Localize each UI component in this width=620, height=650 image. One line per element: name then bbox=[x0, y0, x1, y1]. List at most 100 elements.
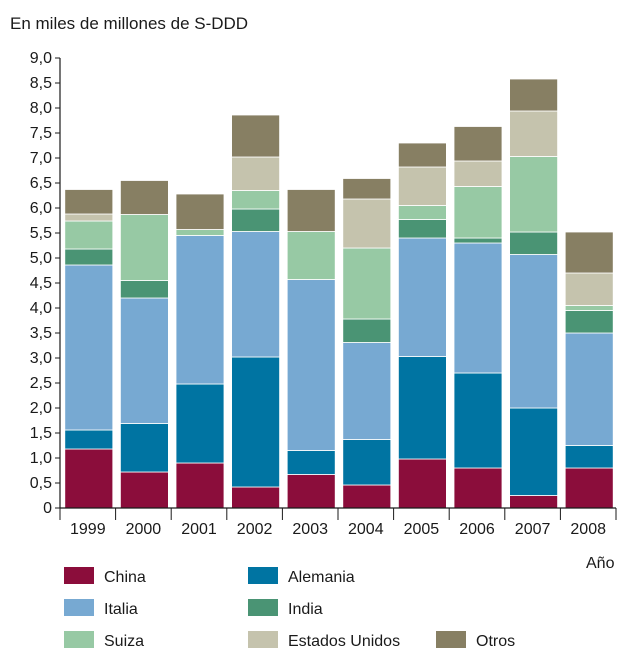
bar-segment-2007-3 bbox=[509, 231, 559, 255]
bar-segment-1999-6 bbox=[64, 189, 114, 215]
bar-segment-2007-0 bbox=[509, 495, 559, 509]
bar-segment-2006-2 bbox=[453, 242, 503, 374]
x-tick-label: 2003 bbox=[292, 521, 328, 538]
bar-segment-2002-2 bbox=[231, 231, 281, 358]
y-tick-label: 5,0 bbox=[30, 250, 52, 267]
y-tick-label: 3,0 bbox=[30, 350, 52, 367]
bar-segment-2000-6 bbox=[120, 180, 169, 215]
x-tick-label: 2007 bbox=[515, 521, 551, 538]
bar-segment-2008-5 bbox=[564, 272, 614, 306]
bar-segment-2006-1 bbox=[453, 372, 503, 469]
bar-segment-2001-2 bbox=[175, 235, 225, 385]
legend-swatch-1 bbox=[248, 567, 278, 584]
bar-segment-2004-2 bbox=[342, 342, 392, 440]
bar-segment-2006-5 bbox=[453, 160, 503, 187]
y-tick-label: 4,0 bbox=[30, 300, 52, 317]
bar-segment-2008-2 bbox=[564, 332, 614, 446]
legend-label-2: Italia bbox=[104, 601, 138, 618]
legend-label-0: China bbox=[104, 569, 146, 586]
bar-segment-2006-6 bbox=[453, 126, 503, 162]
bar-segment-2006-4 bbox=[453, 186, 503, 239]
y-tick-label: 8,5 bbox=[30, 75, 52, 92]
bar-segment-2008-4 bbox=[564, 305, 614, 311]
bar-segment-2008-1 bbox=[564, 445, 614, 469]
bar-segment-2006-0 bbox=[453, 467, 503, 509]
legend-swatch-2 bbox=[64, 599, 94, 616]
y-tick-label: 7,0 bbox=[30, 150, 52, 167]
bar-segment-2003-0 bbox=[286, 474, 336, 509]
y-tick-label: 7,5 bbox=[30, 125, 52, 142]
y-tick-label: 0,5 bbox=[30, 475, 52, 492]
y-axis-label: En miles de millones de S-DDD bbox=[10, 14, 248, 33]
bar-segment-2007-1 bbox=[509, 407, 559, 496]
bar-segment-2004-6 bbox=[342, 178, 392, 200]
legend-swatch-0 bbox=[64, 567, 94, 584]
bar-segment-2003-4 bbox=[286, 231, 336, 280]
legend-label-6: Otros bbox=[476, 633, 515, 650]
y-tick-label: 2,0 bbox=[30, 400, 52, 417]
bar-segment-2004-0 bbox=[342, 484, 392, 509]
bar-segment-2003-6 bbox=[286, 189, 336, 232]
bar-segment-2007-5 bbox=[509, 110, 559, 157]
legend-label-3: India bbox=[288, 601, 323, 618]
bars-group bbox=[64, 78, 614, 509]
y-tick-label: 4,5 bbox=[30, 275, 52, 292]
bar-segment-2000-3 bbox=[120, 280, 169, 299]
x-axis-label: Año bbox=[586, 555, 615, 572]
x-tick-label: 2008 bbox=[570, 521, 606, 538]
y-tick-label: 1,0 bbox=[30, 450, 52, 467]
legend: China Alemania Italia India Suiza Estados Uni… bbox=[64, 567, 515, 650]
x-tick-label: 2006 bbox=[459, 521, 495, 538]
bar-segment-2000-0 bbox=[120, 471, 169, 509]
legend-label-4: Suiza bbox=[104, 633, 144, 650]
bar-segment-2003-2 bbox=[286, 279, 336, 451]
x-tick-label: 2004 bbox=[348, 521, 384, 538]
bar-segment-2002-3 bbox=[231, 208, 281, 232]
bar-segment-1999-2 bbox=[64, 264, 114, 431]
bar-segment-2007-6 bbox=[509, 78, 559, 112]
y-tick-label: 2,5 bbox=[30, 375, 52, 392]
legend-label-5: Estados Unidos bbox=[288, 633, 400, 650]
bar-segment-2000-4 bbox=[120, 214, 169, 281]
bar-segment-2004-5 bbox=[342, 198, 392, 249]
x-tick-label: 2005 bbox=[404, 521, 440, 538]
bar-segment-2002-1 bbox=[231, 356, 281, 488]
x-tick-label: 1999 bbox=[70, 521, 106, 538]
bar-segment-2007-4 bbox=[509, 156, 559, 233]
bar-segment-2003-1 bbox=[286, 450, 336, 475]
bar-segment-2008-6 bbox=[564, 231, 614, 274]
bar-segment-2007-2 bbox=[509, 254, 559, 409]
bar-segment-2001-6 bbox=[175, 193, 225, 230]
legend-label-1: Alemania bbox=[288, 569, 355, 586]
y-tick-label: 8,0 bbox=[30, 100, 52, 117]
y-tick-label: 9,0 bbox=[30, 50, 52, 67]
y-tick-label: 3,5 bbox=[30, 325, 52, 342]
bar-segment-2002-0 bbox=[231, 486, 281, 509]
bar-segment-2006-3 bbox=[453, 237, 503, 244]
bar-segment-2004-1 bbox=[342, 439, 392, 486]
bar-segment-2000-1 bbox=[120, 423, 169, 473]
bar-segment-2002-4 bbox=[231, 190, 281, 210]
y-tick-label: 6,0 bbox=[30, 200, 52, 217]
y-tick-label: 1,5 bbox=[30, 425, 52, 442]
bar-segment-2005-6 bbox=[397, 142, 447, 168]
axes-group: 0 0,5 1,0 1,5 2,0 2,5 3,0 3,5 4,0 4,5 5,0 5,5 6,0 6,5… bbox=[30, 50, 617, 538]
bar-segment-2008-0 bbox=[564, 467, 614, 509]
bar-segment-2004-3 bbox=[342, 318, 392, 343]
y-tick-label: 5,5 bbox=[30, 225, 52, 242]
y-tick-label: 6,5 bbox=[30, 175, 52, 192]
bar-segment-2005-0 bbox=[397, 458, 447, 509]
x-tick-label: 2001 bbox=[181, 521, 217, 538]
y-tick-label: 0 bbox=[43, 500, 52, 517]
legend-swatch-3 bbox=[248, 599, 278, 616]
bar-segment-2002-5 bbox=[231, 156, 281, 191]
legend-swatch-6 bbox=[436, 631, 466, 648]
bar-segment-1999-0 bbox=[64, 448, 114, 509]
bar-segment-2005-4 bbox=[397, 205, 447, 220]
bar-segment-2005-5 bbox=[397, 166, 447, 206]
legend-swatch-5 bbox=[248, 631, 278, 648]
bar-segment-2005-3 bbox=[397, 219, 447, 239]
bar-segment-1999-5 bbox=[64, 213, 114, 222]
bar-segment-1999-1 bbox=[64, 429, 114, 450]
